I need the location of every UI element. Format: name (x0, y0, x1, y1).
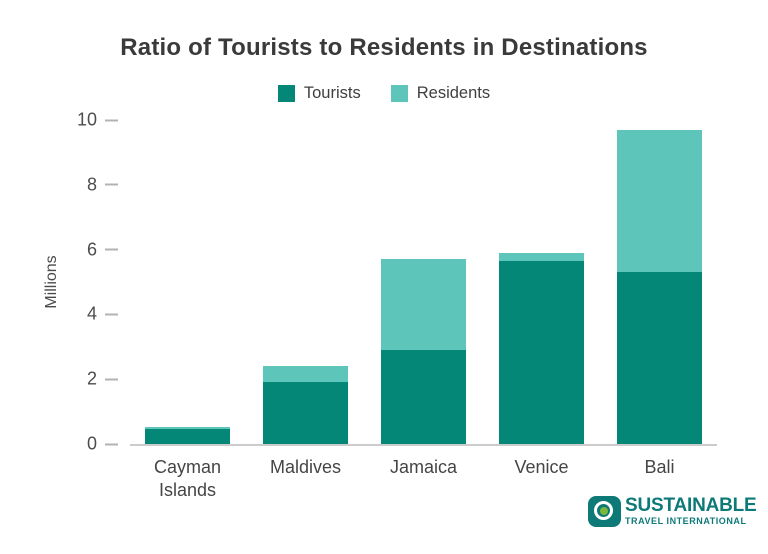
legend-swatch-tourists (277, 85, 295, 102)
y-tick-label: 4 (86, 303, 97, 324)
x-axis-label-maldives: Maldives (269, 457, 342, 477)
legend-swatch-residents (390, 85, 408, 102)
bar-segment-venice-residents (499, 252, 584, 261)
y-tick-label: 8 (86, 174, 97, 195)
y-tick-mark (105, 248, 118, 251)
legend-label: Residents (416, 84, 491, 102)
bar-cayman-islands (145, 427, 230, 444)
legend-item-residents: Residents (390, 84, 491, 103)
bar-venice (499, 252, 584, 444)
bar-segment-cayman-islands-residents (145, 427, 230, 430)
bar-segment-jamaica-residents (381, 259, 466, 351)
y-tick-mark (105, 443, 118, 445)
legend-item-tourists: Tourists (277, 84, 361, 103)
y-tick: 8 (0, 174, 118, 195)
bar-jamaica (381, 259, 466, 444)
bar-segment-venice-tourists (499, 260, 584, 444)
chart-region: 0 2 4 6 8 10 (0, 110, 768, 454)
bar-segment-cayman-islands-tourists (145, 429, 230, 444)
y-tick-label: 0 (86, 433, 97, 454)
logo-line1: SUSTAINABLE (625, 495, 757, 516)
y-tick: 4 (0, 304, 118, 325)
bar-maldives (263, 366, 348, 444)
logo-ring-shape (594, 501, 613, 520)
y-tick-label: 6 (86, 239, 97, 260)
y-tick-mark (105, 119, 118, 121)
logo-icon (588, 496, 621, 527)
bar-bali (617, 129, 702, 444)
bar-segment-bali-residents (617, 129, 702, 273)
bar-segment-maldives-residents (263, 366, 348, 383)
y-tick-label: 2 (86, 368, 97, 389)
sustainable-travel-international-logo: SUSTAINABLE TRAVEL INTERNATIONAL (588, 496, 757, 527)
chart-title: Ratio of Tourists to Residents in Destin… (120, 34, 648, 61)
x-axis-label-venice: Venice (514, 457, 569, 477)
y-tick: 0 (0, 434, 118, 455)
y-tick-label: 10 (76, 109, 97, 130)
y-tick-mark (105, 313, 118, 316)
plot-area (130, 120, 717, 446)
logo-text: SUSTAINABLE TRAVEL INTERNATIONAL (625, 496, 757, 526)
x-axis: Cayman Islands Maldives Jamaica Venice Bali (0, 456, 768, 512)
y-tick-mark (105, 378, 118, 381)
y-tick: 6 (0, 239, 118, 260)
bar-segment-bali-tourists (617, 272, 702, 444)
y-axis: 0 2 4 6 8 10 (0, 110, 124, 454)
legend-label: Tourists (303, 84, 361, 102)
legend: Tourists Residents (0, 84, 768, 103)
bar-segment-jamaica-tourists (381, 350, 466, 444)
y-tick-mark (105, 183, 118, 186)
y-tick: 10 (0, 110, 118, 131)
logo-line2: TRAVEL INTERNATIONAL (625, 516, 747, 526)
x-axis-label-bali: Bali (644, 457, 675, 477)
logo-dot-shape (600, 507, 608, 515)
x-axis-label-cayman-islands: Cayman Islands (153, 457, 222, 501)
y-tick: 2 (0, 369, 118, 390)
x-axis-label-jamaica: Jamaica (389, 457, 458, 477)
bar-segment-maldives-tourists (263, 382, 348, 444)
